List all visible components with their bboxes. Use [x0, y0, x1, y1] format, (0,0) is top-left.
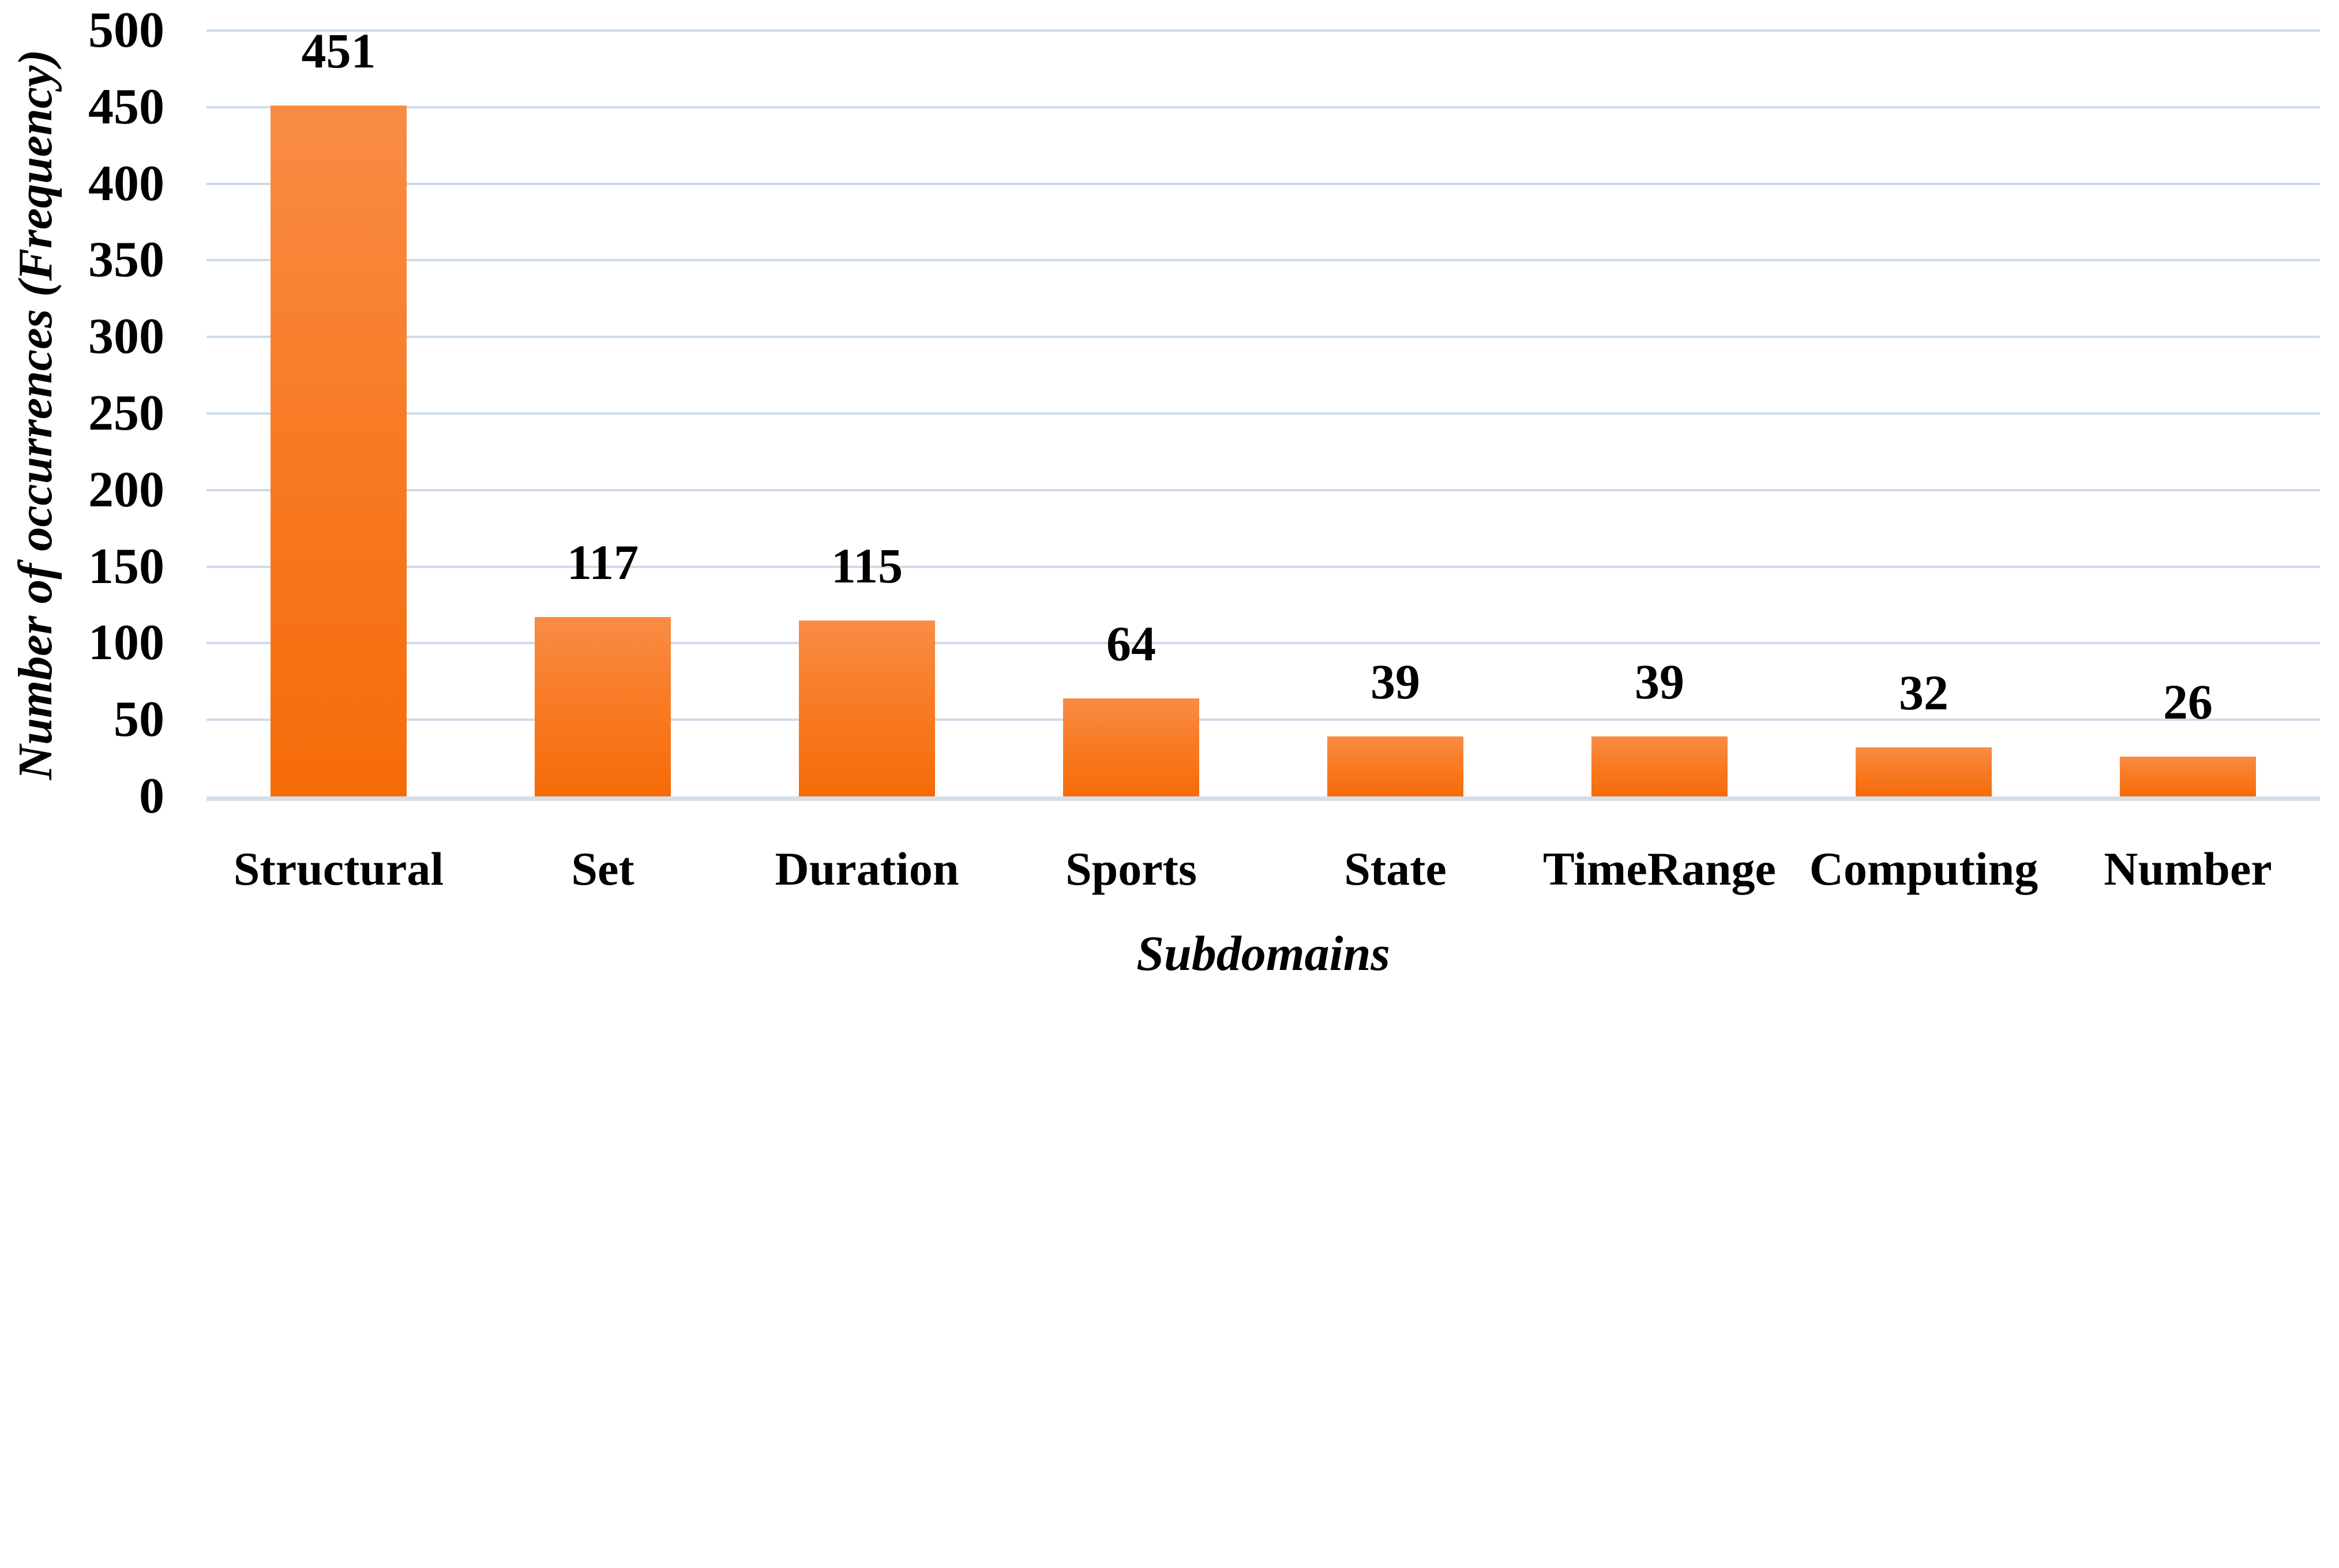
x-axis-title: Subdomains: [1136, 926, 1390, 981]
category-label-computing: Computing: [1809, 843, 2038, 895]
bar-set: [535, 617, 671, 796]
y-tick-label-100: 100: [88, 615, 164, 671]
y-tick-label-200: 200: [88, 461, 164, 518]
value-label-sports: 64: [1106, 616, 1156, 672]
y-tick-label-0: 0: [139, 768, 164, 824]
gridline-y-50: [207, 719, 2320, 721]
value-label-number: 26: [2163, 674, 2213, 730]
plot-area: 451 117 115 64 39 39 32 26: [207, 25, 2320, 801]
gridline-y-300: [207, 336, 2320, 339]
value-label-structural: 451: [301, 23, 376, 79]
y-tick-label-350: 350: [88, 232, 164, 288]
gridline-y-150: [207, 565, 2320, 568]
category-label-sports: Sports: [1065, 843, 1197, 895]
bar-sports: [1063, 698, 1199, 796]
value-label-computing: 32: [1899, 665, 1948, 720]
category-label-structural: Structural: [233, 843, 444, 895]
category-label-duration: Duration: [775, 843, 959, 895]
y-tick-label-450: 450: [88, 78, 164, 135]
bar-duration: [799, 620, 935, 796]
category-label-number: Number: [2104, 843, 2272, 895]
gridline-y-250: [207, 412, 2320, 415]
bar-timerange: [1591, 736, 1728, 796]
bar-state: [1327, 736, 1463, 796]
gridline-y-350: [207, 259, 2320, 262]
y-tick-label-300: 300: [88, 309, 164, 365]
y-tick-label-150: 150: [88, 538, 164, 595]
category-label-timerange: TimeRange: [1543, 843, 1776, 895]
value-label-set: 117: [566, 535, 639, 591]
bar-structural: [271, 106, 407, 796]
bar-number: [2120, 756, 2256, 796]
gridline-y-400: [207, 182, 2320, 185]
value-label-state: 39: [1371, 654, 1420, 710]
y-tick-label-500: 500: [88, 2, 164, 58]
y-tick-label-400: 400: [88, 155, 164, 212]
value-label-timerange: 39: [1635, 654, 1684, 710]
category-label-state: State: [1344, 843, 1447, 895]
gridline-y-100: [207, 642, 2320, 645]
bar-computing: [1856, 747, 1992, 796]
gridline-y-200: [207, 488, 2320, 491]
y-tick-label-50: 50: [114, 691, 164, 748]
x-axis-baseline: [207, 796, 2320, 801]
bar-chart-figure: Number of occurrences (Frequency) 451 117…: [9, 2, 2320, 981]
y-tick-label-250: 250: [88, 385, 164, 441]
category-label-set: Set: [571, 843, 635, 895]
gridline-y-450: [207, 106, 2320, 108]
gridline-y-500: [207, 29, 2320, 32]
value-label-duration: 115: [831, 537, 903, 593]
